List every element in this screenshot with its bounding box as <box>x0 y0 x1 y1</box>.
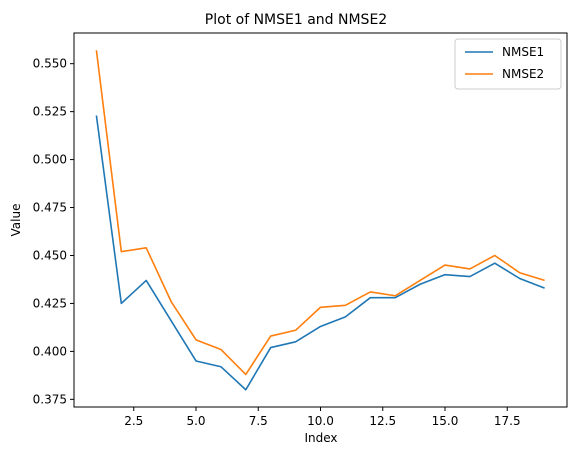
x-tick-label: 15.0 <box>432 414 459 428</box>
y-tick-label: 0.500 <box>33 153 67 167</box>
y-tick-label: 0.550 <box>33 57 67 71</box>
x-tick-label: 2.5 <box>124 414 143 428</box>
x-tick-label: 7.5 <box>249 414 268 428</box>
series-group <box>95 50 545 391</box>
x-axis-label: Index <box>304 431 337 445</box>
y-tick-label: 0.450 <box>33 248 67 262</box>
series-line-nmse1 <box>95 115 545 391</box>
plot-frame <box>73 32 568 408</box>
y-tick-label: 0.375 <box>33 392 67 406</box>
y-tick-label: 0.425 <box>33 296 67 310</box>
y-tick-label: 0.400 <box>33 344 67 358</box>
x-axis: 2.5 5.0 7.5 10.0 12.5 15.0 17.5 <box>124 407 521 428</box>
series-line-nmse2 <box>95 50 545 376</box>
x-tick-label: 5.0 <box>186 414 205 428</box>
legend-label-nmse2: NMSE2 <box>502 67 544 81</box>
x-tick-label: 12.5 <box>369 414 396 428</box>
x-tick-label: 17.5 <box>494 414 521 428</box>
legend-label-nmse1: NMSE1 <box>502 45 544 59</box>
y-axis: 0.375 0.400 0.425 0.450 0.475 0.500 0.525 0.550 <box>33 57 74 406</box>
legend: NMSE1 NMSE2 <box>454 38 562 90</box>
x-tick-label: 10.0 <box>307 414 334 428</box>
y-axis-label: Value <box>9 204 23 237</box>
y-tick-label: 0.525 <box>33 105 67 119</box>
y-tick-label: 0.475 <box>33 201 67 215</box>
chart-title: Plot of NMSE1 and NMSE2 <box>205 12 387 28</box>
